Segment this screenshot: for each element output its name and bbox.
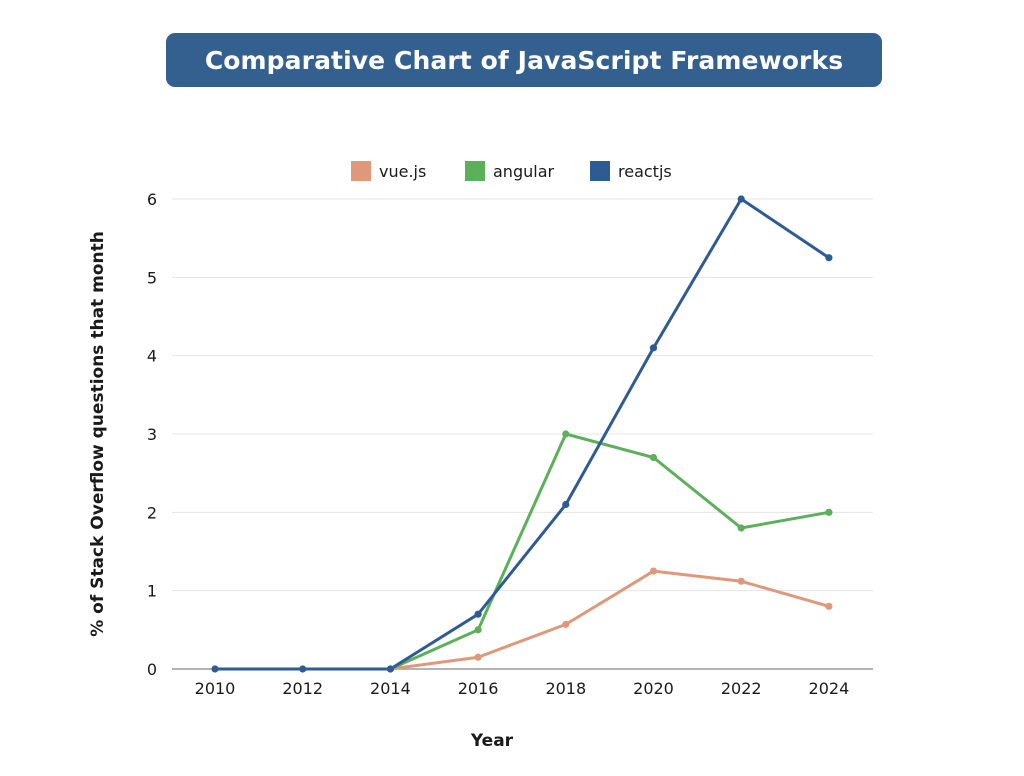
gridlines — [172, 198, 873, 670]
y-tick-label: 6 — [147, 190, 157, 209]
data-point — [737, 577, 745, 585]
series-line-angular — [388, 432, 831, 671]
x-tick-label: 2016 — [458, 679, 499, 698]
series-line-reactjs — [213, 197, 831, 671]
x-tick-label: 2020 — [633, 679, 674, 698]
series-line-vue-js — [388, 569, 831, 671]
legend: vue.js angular reactjs — [351, 161, 672, 181]
data-point — [825, 602, 833, 610]
x-tick-label: 2014 — [370, 679, 411, 698]
data-point — [649, 453, 658, 462]
data-point — [474, 626, 482, 634]
data-point — [386, 665, 394, 673]
legend-swatch — [590, 161, 610, 181]
data-point — [649, 344, 658, 352]
data-point — [562, 430, 570, 438]
x-tick-label: 2024 — [809, 679, 850, 698]
x-tick-label: 2010 — [195, 679, 236, 698]
y-tick-label: 1 — [147, 582, 157, 601]
y-tick-labels: 0 1 2 3 4 5 6 — [147, 190, 157, 679]
data-point — [562, 500, 570, 509]
x-tick-label: 2012 — [282, 679, 323, 698]
data-point — [825, 508, 833, 516]
legend-label: angular — [493, 162, 554, 181]
legend-swatch — [465, 161, 485, 181]
x-tick-labels: 2010 2012 2014 2016 2018 2020 2022 2024 — [195, 679, 850, 698]
data-point — [299, 665, 307, 673]
y-tick-label: 0 — [147, 660, 157, 679]
y-tick-label: 5 — [147, 268, 157, 287]
y-tick-label: 2 — [147, 503, 157, 522]
data-point — [825, 254, 833, 262]
series-lines — [213, 197, 831, 671]
series-points — [211, 195, 833, 673]
data-point — [474, 610, 482, 618]
y-tick-label: 3 — [147, 425, 157, 444]
legend-swatch — [351, 161, 371, 181]
chart-title: Comparative Chart of JavaScript Framewor… — [166, 33, 882, 87]
data-point — [211, 665, 219, 673]
x-tick-label: 2022 — [721, 679, 762, 698]
data-point — [737, 524, 745, 532]
x-axis-title: Year — [470, 731, 514, 751]
y-tick-label: 4 — [147, 347, 157, 366]
data-point — [737, 195, 745, 203]
y-axis-title: % of Stack Overflow questions that month — [88, 231, 108, 637]
legend-label: reactjs — [618, 162, 672, 181]
data-point — [649, 567, 658, 575]
data-point — [562, 620, 570, 628]
data-point — [474, 653, 482, 661]
x-tick-label: 2018 — [545, 679, 586, 698]
legend-label: vue.js — [379, 162, 426, 181]
